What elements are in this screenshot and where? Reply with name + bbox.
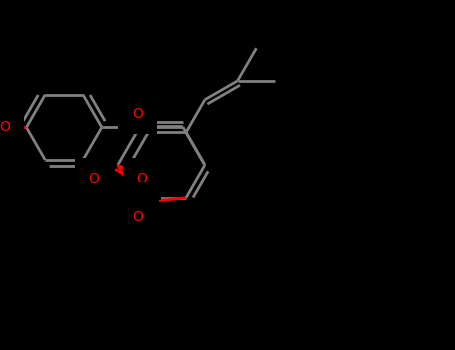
Text: O: O [136, 172, 147, 186]
Text: O: O [0, 120, 10, 134]
Text: O: O [134, 196, 145, 210]
Text: O: O [132, 210, 143, 224]
Text: O: O [132, 106, 143, 120]
Text: O: O [88, 172, 99, 186]
